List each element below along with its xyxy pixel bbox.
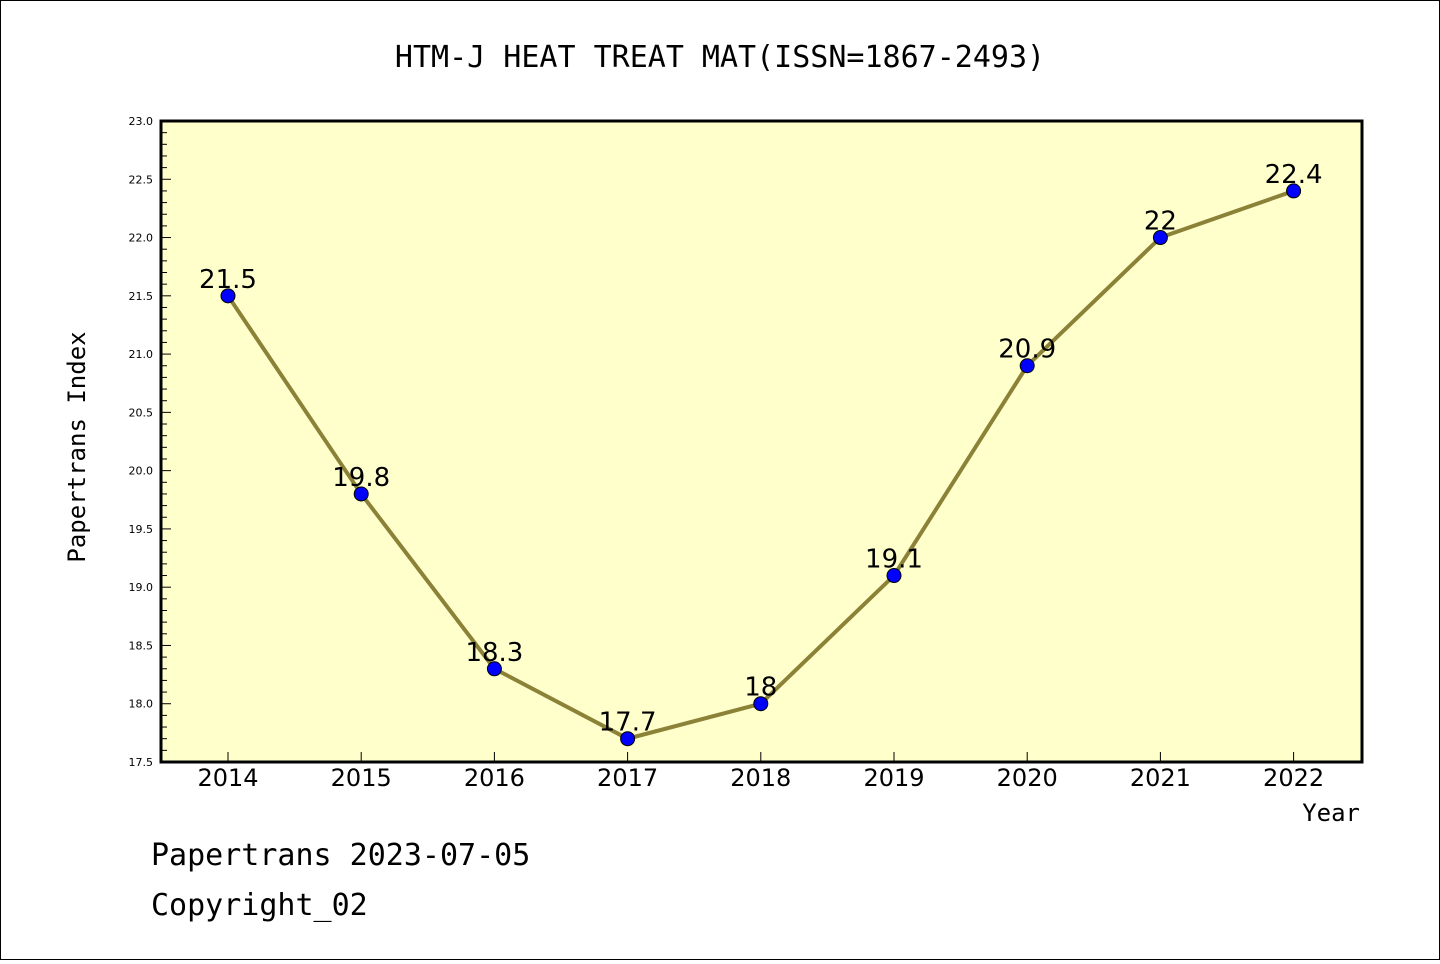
x-tick-label: 2021 [1130, 764, 1191, 792]
x-axis-title: Year [1302, 799, 1360, 827]
x-tick-label: 2020 [997, 764, 1058, 792]
y-tick-label: 20.0 [129, 465, 154, 478]
data-labels: 21.5 19.8 18.3 17.7 18 19.1 20.9 22 22.4 [199, 160, 1322, 738]
data-point [620, 731, 636, 747]
data-label: 19.8 [332, 463, 390, 493]
x-tick-label: 2014 [197, 764, 258, 792]
y-tick-label: 23.0 [129, 115, 154, 128]
data-label: 18.3 [465, 638, 523, 668]
chart-title: HTM-J HEAT TREAT MAT(ISSN=1867-2493) [395, 40, 1045, 75]
y-tick-label: 17.5 [129, 756, 154, 769]
y-tick-label: 18.5 [129, 639, 154, 652]
data-label: 22.4 [1265, 160, 1323, 190]
data-point [1152, 230, 1168, 246]
x-tick-label: 2017 [597, 764, 658, 792]
y-tick-label: 21.0 [129, 348, 154, 361]
plot-area [159, 119, 1364, 764]
y-tick-label: 19.5 [129, 523, 154, 536]
data-label: 20.9 [998, 335, 1056, 365]
x-tick-label: 2019 [863, 764, 924, 792]
data-point [220, 288, 236, 304]
x-tick-label: 2022 [1263, 764, 1324, 792]
y-axis-ticks: 17.5 18.0 18.5 19.0 19.5 20.0 20.5 21.0 21.5 22.0… [129, 115, 154, 769]
y-tick-label: 22.5 [129, 173, 154, 186]
y-tick-label: 20.5 [129, 406, 154, 419]
data-point [353, 486, 369, 502]
x-axis-ticks: 2014 2015 2016 2017 2018 2019 2020 2021 2022 [197, 752, 1324, 792]
data-point [753, 696, 769, 712]
data-point [886, 568, 902, 584]
data-point [486, 661, 502, 677]
data-markers [220, 183, 1302, 747]
y-tick-label: 21.5 [129, 290, 154, 303]
y-axis-title: Papertrans Index [63, 331, 91, 562]
x-tick-label: 2018 [730, 764, 791, 792]
footer-copyright: Copyright_02 [151, 888, 368, 923]
data-label: 18 [744, 673, 777, 703]
y-minor-ticks [161, 120, 171, 763]
data-label: 19.1 [865, 545, 923, 575]
data-point [1019, 358, 1035, 374]
x-tick-label: 2015 [331, 764, 392, 792]
data-label: 21.5 [199, 265, 257, 295]
data-point [1286, 183, 1302, 199]
y-tick-label: 18.0 [129, 698, 154, 711]
y-tick-label: 19.0 [129, 581, 154, 594]
x-tick-label: 2016 [464, 764, 525, 792]
data-label: 22 [1144, 207, 1177, 237]
data-label: 17.7 [599, 708, 657, 738]
footer-date: Papertrans 2023-07-05 [151, 838, 530, 873]
y-tick-label: 22.0 [129, 232, 154, 245]
